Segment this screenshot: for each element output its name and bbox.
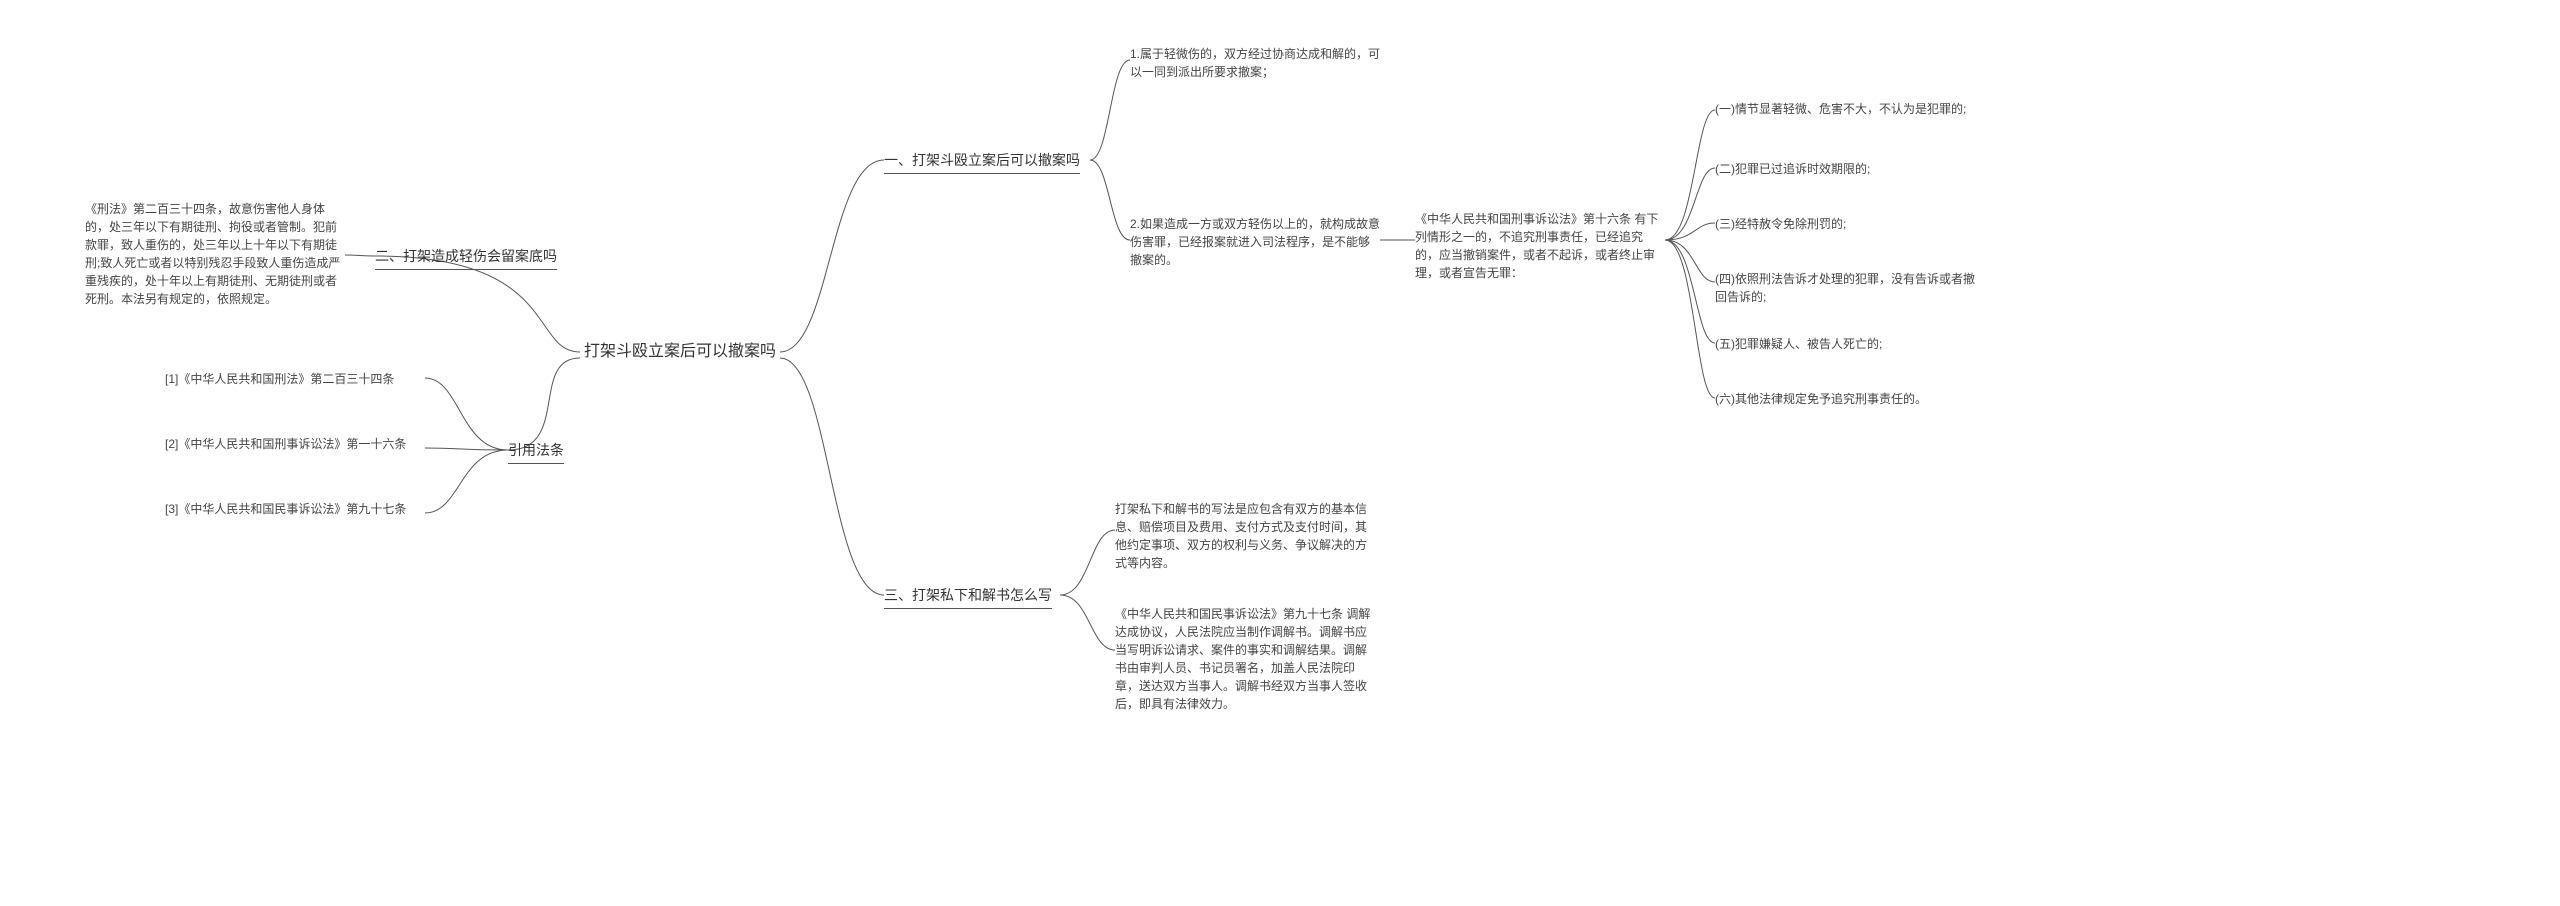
leaf-1-2-item-4: (四)依照刑法告诉才处理的犯罪，没有告诉或者撤回告诉的; (1715, 270, 1975, 306)
leaf-1-2-item-6: (六)其他法律规定免予追究刑事责任的。 (1715, 390, 1975, 408)
leaf-1-2-law: 《中华人民共和国刑事诉讼法》第十六条 有下列情形之一的，不追究刑事责任，已经追究… (1415, 210, 1665, 282)
leaf-1-2-item-2: (二)犯罪已过追诉时效期限的; (1715, 160, 1975, 178)
branch-section-3: 三、打架私下和解书怎么写 (884, 585, 1052, 609)
leaf-1-1: 1.属于轻微伤的，双方经过协商达成和解的，可以一同到派出所要求撤案； (1130, 45, 1380, 81)
leaf-ref-2: [2]《中华人民共和国刑事诉讼法》第一十六条 (165, 435, 425, 453)
leaf-1-2-item-5: (五)犯罪嫌疑人、被告人死亡的; (1715, 335, 1975, 353)
leaf-ref-1: [1]《中华人民共和国刑法》第二百三十四条 (165, 370, 425, 388)
leaf-1-2-item-1: (一)情节显著轻微、危害不大，不认为是犯罪的; (1715, 100, 1975, 118)
branch-section-1: 一、打架斗殴立案后可以撤案吗 (884, 150, 1080, 174)
branch-section-2: 二、打架造成轻伤会留案底吗 (375, 246, 557, 270)
root-node: 打架斗殴立案后可以撤案吗 (580, 340, 780, 364)
leaf-1-2: 2.如果造成一方或双方轻伤以上的，就构成故意伤害罪，已经报案就进入司法程序，是不… (1130, 215, 1380, 269)
leaf-3-1: 打架私下和解书的写法是应包含有双方的基本信息、赔偿项目及费用、支付方式及支付时间… (1115, 500, 1375, 572)
connector-lines (0, 0, 2560, 906)
leaf-ref-3: [3]《中华人民共和国民事诉讼法》第九十七条 (165, 500, 425, 518)
leaf-2-1: 《刑法》第二百三十四条，故意伤害他人身体的，处三年以下有期徒刑、拘役或者管制。犯… (85, 200, 345, 308)
leaf-1-2-item-3: (三)经特赦令免除刑罚的; (1715, 215, 1975, 233)
leaf-3-2: 《中华人民共和国民事诉讼法》第九十七条 调解达成协议，人民法院应当制作调解书。调… (1115, 605, 1375, 713)
branch-references: 引用法条 (508, 440, 564, 464)
